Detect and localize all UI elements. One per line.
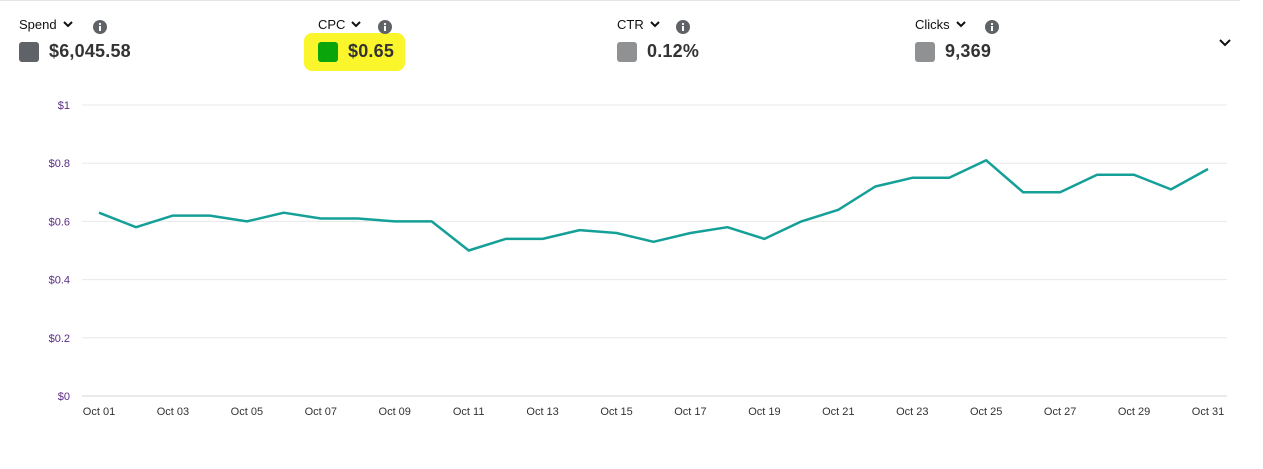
series-line[interactable]	[98, 159, 1209, 252]
x-tick-label: Oct 29	[1118, 406, 1150, 418]
metric-cpc-swatch[interactable]	[318, 41, 338, 62]
y-tick-label: $0.8	[49, 158, 70, 170]
x-tick-label: Oct 15	[600, 406, 632, 418]
y-tick-label: $0	[58, 391, 70, 403]
x-tick-label: Oct 07	[305, 406, 337, 418]
x-tick-label: Oct 13	[526, 406, 558, 418]
x-tick-label: Oct 19	[748, 406, 780, 418]
x-tick-label: Oct 17	[674, 406, 706, 418]
y-tick-label: $0.2	[49, 333, 70, 345]
series-lines	[98, 159, 1209, 252]
grid-lines	[82, 104, 1227, 397]
top-divider	[0, 0, 1240, 1]
caret-down-icon[interactable]	[61, 17, 75, 31]
metric-ctr-header[interactable]: CTR	[617, 14, 877, 34]
metric-spend-header[interactable]: Spend	[19, 14, 279, 34]
x-tick-label: Oct 25	[970, 406, 1002, 418]
x-tick-label: Oct 23	[896, 406, 928, 418]
x-tick-label: Oct 03	[157, 406, 189, 418]
metric-clicks-label: Clicks	[915, 16, 950, 32]
x-tick-label: Oct 21	[822, 406, 854, 418]
y-tick-label: $1	[58, 100, 70, 112]
metric-clicks: Clicks 9,369	[915, 14, 1175, 70]
caret-down-icon[interactable]	[349, 17, 363, 31]
y-tick-label: $0.4	[49, 275, 70, 287]
y-tick-label: $0.6	[49, 216, 70, 228]
info-icon[interactable]	[985, 20, 999, 34]
metric-spend: Spend $6,045.58	[19, 14, 279, 70]
metric-spend-label: Spend	[19, 16, 57, 32]
chevron-down-icon[interactable]	[1216, 33, 1234, 51]
info-icon[interactable]	[378, 20, 392, 34]
metric-spend-swatch[interactable]	[19, 41, 39, 62]
metric-cpc-header[interactable]: CPC	[318, 14, 578, 34]
x-tick-label: Oct 05	[231, 406, 263, 418]
x-tick-label: Oct 01	[83, 406, 115, 418]
x-tick-label: Oct 27	[1044, 406, 1076, 418]
metric-clicks-value: 9,369	[945, 41, 992, 61]
metric-cpc: CPC $0.65	[318, 14, 578, 70]
x-tick-label: Oct 09	[379, 406, 411, 418]
metric-cpc-label: CPC	[318, 16, 346, 32]
metric-ctr-value: 0.12%	[647, 41, 700, 61]
caret-down-icon[interactable]	[648, 17, 662, 31]
metric-ctr: CTR 0.12%	[617, 14, 877, 70]
metric-cpc-value: $0.65	[348, 41, 395, 61]
info-icon[interactable]	[93, 20, 107, 34]
x-tick-label: Oct 31	[1192, 406, 1224, 418]
metric-clicks-swatch[interactable]	[915, 41, 935, 62]
metric-spend-value: $6,045.58	[49, 41, 131, 61]
info-icon[interactable]	[676, 20, 690, 34]
x-tick-label: Oct 11	[453, 406, 485, 418]
metric-ctr-label: CTR	[617, 16, 644, 32]
y-axis-ticks: $0 $0.2 $0.4 $0.6 $0.8 $1	[49, 100, 70, 403]
x-axis-ticks: Oct 01 Oct 03 Oct 05 Oct 07 Oct 09 Oct 11 Oct …	[83, 406, 1224, 418]
metric-clicks-header[interactable]: Clicks	[915, 14, 1175, 34]
metric-ctr-swatch[interactable]	[617, 41, 637, 62]
caret-down-icon[interactable]	[954, 17, 968, 31]
